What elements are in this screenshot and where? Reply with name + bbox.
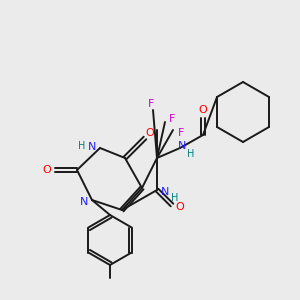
Text: O: O [176,202,184,212]
Text: H: H [187,149,195,159]
Text: H: H [78,141,86,151]
Text: N: N [178,141,186,151]
Text: O: O [146,128,154,138]
Text: F: F [178,128,184,138]
Text: N: N [161,187,169,197]
Text: F: F [148,99,154,109]
Text: N: N [80,197,88,207]
Text: N: N [88,142,96,152]
Text: O: O [199,105,207,115]
Text: H: H [171,193,179,203]
Text: O: O [43,165,51,175]
Text: F: F [169,114,175,124]
